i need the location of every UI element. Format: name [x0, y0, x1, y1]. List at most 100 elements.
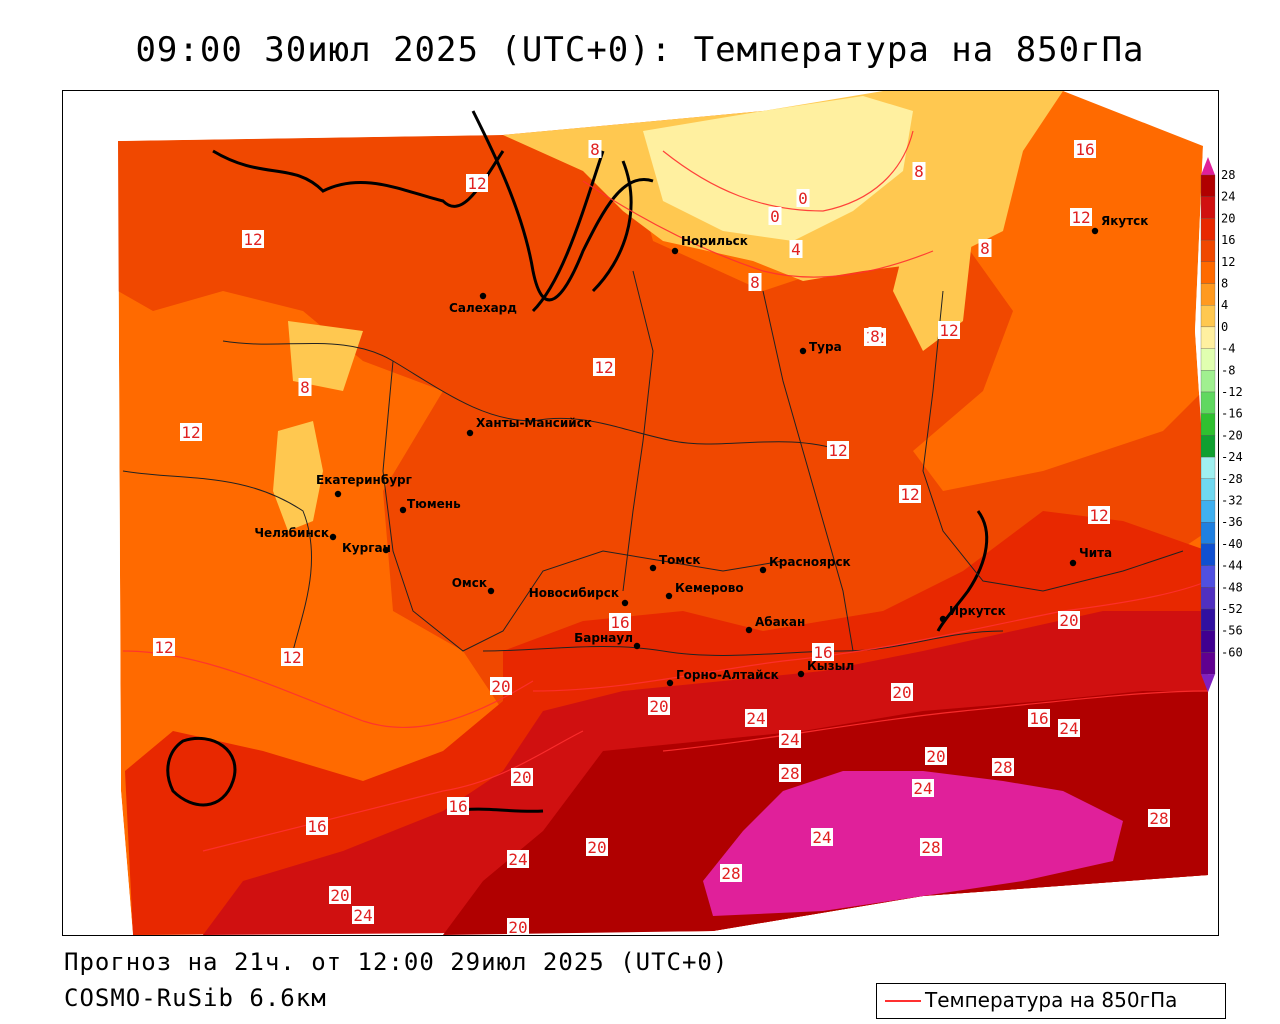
contour-label: 12	[1070, 208, 1092, 227]
colorbar-segment	[1200, 522, 1216, 545]
colorbar-segment	[1200, 543, 1216, 566]
city-dot	[649, 564, 657, 572]
legend-line-swatch	[885, 1000, 921, 1002]
contour-label-text: 20	[330, 886, 349, 905]
contour-label: 28	[1148, 809, 1170, 828]
temperature-map: 8121200816128481212881212121212161612122…	[62, 90, 1219, 936]
city-marker: Омск	[452, 576, 495, 595]
contour-label-text: 0	[798, 189, 808, 208]
city-marker: Ханты-Мансийск	[466, 416, 592, 437]
colorbar-segment	[1200, 608, 1216, 631]
city-dot	[479, 292, 487, 300]
contour-label-text: 24	[746, 709, 765, 728]
colorbar-tick-label: -16	[1221, 407, 1243, 421]
city-label: Тура	[809, 340, 842, 354]
city-dot	[399, 506, 407, 514]
contour-label: 20	[648, 697, 670, 716]
contour-label: 8	[748, 273, 762, 292]
city-dot	[1069, 559, 1077, 567]
contour-label-box	[1088, 506, 1110, 524]
colorbar: 28 24 20 16 12 8 4 0 -4 -8 -12 -16 -20 -24 -28 -32 -36 -4…	[1200, 157, 1243, 693]
contour-label-box	[153, 638, 175, 656]
contour-label-text: 12	[939, 321, 958, 340]
contour-label: 0	[796, 189, 810, 208]
colorbar-segment	[1200, 305, 1216, 328]
colorbar-segment	[1200, 174, 1216, 197]
colorbar-segment	[1200, 391, 1216, 414]
city-marker: Тура	[799, 340, 842, 355]
forecast-info: Прогноз на 21ч. от 12:00 29июл 2025 (UTC…	[64, 948, 729, 976]
contour-label: 16	[447, 797, 469, 816]
contour-label-text: 4	[791, 240, 801, 259]
city-label: Барнаул	[574, 631, 633, 645]
contour-label-box	[588, 140, 602, 158]
contour-labels-layer: 8121200816128481212881212121212161612122…	[153, 140, 1170, 935]
city-marker: Салехард	[449, 292, 517, 315]
contour-label: 8	[868, 327, 882, 346]
contour-label-box	[811, 828, 833, 846]
contour-label-text: 24	[353, 906, 372, 925]
contour-label-box	[180, 423, 202, 441]
contour-label-text: 20	[926, 747, 945, 766]
colorbar-tick-label: 20	[1221, 211, 1235, 225]
contour-label: 12	[938, 321, 960, 340]
contour-label: 0	[768, 207, 782, 226]
legend: Температура на 850гПа	[876, 983, 1226, 1019]
contour-label-box	[1148, 809, 1170, 827]
contour-label: 12	[899, 485, 921, 504]
colorbar-tick-label: -20	[1221, 428, 1243, 442]
contour-label-text: 12	[181, 423, 200, 442]
field-yellow-urals	[273, 421, 323, 531]
contour-label: 16	[812, 643, 834, 662]
city-dot	[487, 587, 495, 595]
contour-label: 20	[586, 838, 608, 857]
city-label: Чита	[1079, 546, 1112, 560]
colorbar-tick-label: 12	[1221, 255, 1235, 269]
contour-label-text: 12	[1089, 506, 1108, 525]
colorbar-tick-label: -4	[1221, 342, 1235, 356]
map-title: 09:00 30июл 2025 (UTC+0): Температура на…	[135, 30, 1145, 70]
contour-label-text: 28	[921, 838, 940, 857]
caspian-coast	[166, 736, 237, 807]
contour-label-text: 20	[491, 677, 510, 696]
contour-label: 28	[779, 764, 801, 783]
contour-label: 12	[153, 638, 175, 657]
contour-label: 28	[920, 838, 942, 857]
contour-label-box	[281, 648, 303, 666]
contour-label-box	[1028, 709, 1050, 727]
contour-label-text: 20	[587, 838, 606, 857]
contour-label-box	[899, 485, 921, 503]
contour-label-text: 20	[649, 697, 668, 716]
city-label: Салехард	[449, 301, 517, 315]
city-label: Норильск	[681, 234, 748, 248]
contour-label-box	[938, 321, 960, 339]
city-dot	[939, 615, 947, 623]
contour-label: 24	[507, 850, 529, 869]
contour-label-text: 12	[243, 230, 262, 249]
contour-label: 28	[720, 864, 742, 883]
colorbar-segment	[1200, 478, 1216, 501]
contour-label-box	[298, 378, 312, 396]
field-yellow-east	[893, 131, 983, 351]
colorbar-segment	[1200, 456, 1216, 479]
city-dot	[797, 670, 805, 678]
out-of-domain-top	[118, 91, 503, 141]
contour-label-text: 0	[770, 207, 780, 226]
contour-label: 20	[1058, 611, 1080, 630]
colorbar-tick-label: 0	[1221, 320, 1228, 334]
contour-label-box	[306, 817, 328, 835]
contour-label: 24	[811, 828, 833, 847]
contour-label-text: 24	[913, 779, 932, 798]
contour-label-box	[912, 779, 934, 797]
contour-label: 20	[490, 677, 512, 696]
city-label: Курган	[342, 541, 391, 555]
contour-label: 24	[352, 906, 374, 925]
contour-label-text: 28	[993, 758, 1012, 777]
admin-boundaries	[122, 270, 1184, 656]
city-marker: Иркутск	[939, 604, 1006, 623]
contour-label-text: 12	[828, 441, 847, 460]
contour-label: 8	[912, 162, 926, 181]
city-label: Тюмень	[407, 497, 461, 511]
contour-label-box	[779, 730, 801, 748]
colorbar-segment	[1200, 370, 1216, 393]
